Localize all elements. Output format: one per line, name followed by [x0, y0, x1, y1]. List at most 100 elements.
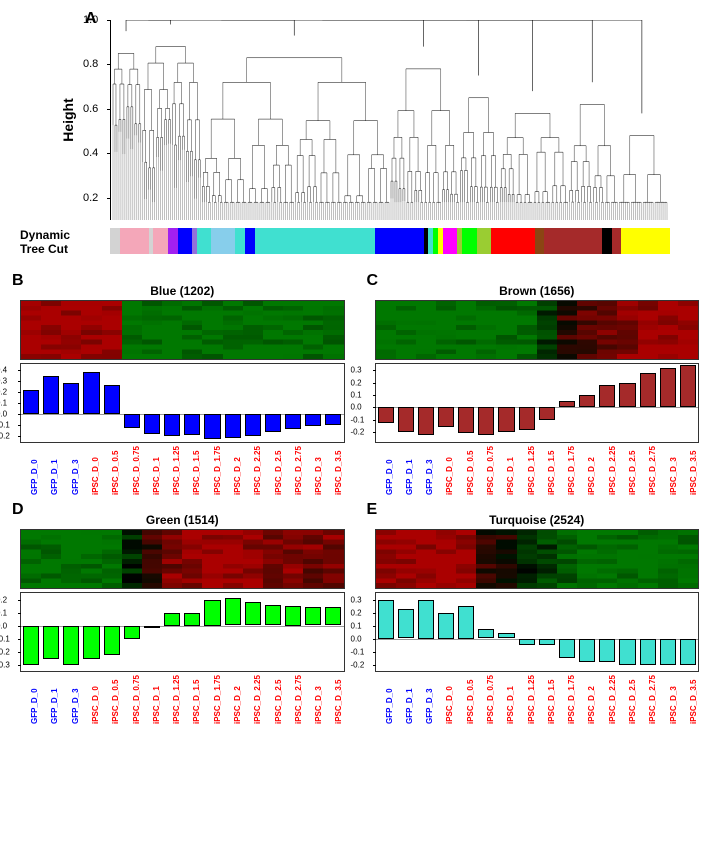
x-label: iPSC_D_3.5: [334, 451, 343, 495]
x-label: iPSC_D_1.5: [547, 680, 556, 724]
heatmap-col: [21, 530, 41, 588]
x-label: iPSC_D_1.25: [172, 675, 181, 724]
colorbar-segment: [491, 228, 534, 254]
x-label: GFP_D_3: [425, 688, 434, 724]
panel-label: E: [367, 501, 378, 519]
bar-y-tick: -0.2: [351, 428, 365, 437]
colorbar-segment: [602, 228, 612, 254]
bar: [104, 385, 120, 414]
colorbar-segment: [153, 228, 167, 254]
x-label: iPSC_D_1.75: [567, 675, 576, 724]
x-label: iPSC_D_1.75: [213, 446, 222, 495]
heatmap-col: [162, 301, 182, 359]
module-title: Brown (1656): [375, 284, 700, 298]
x-label: iPSC_D_3: [314, 686, 323, 724]
heatmap-col: [223, 530, 243, 588]
bar: [660, 639, 676, 665]
heatmap-col: [303, 530, 323, 588]
heatmap-col: [122, 301, 142, 359]
bar-chart: -0.3-0.2-0.10.00.10.2: [20, 592, 345, 672]
x-label: iPSC_D_3: [669, 686, 678, 724]
bar: [519, 407, 535, 429]
heatmap-col: [376, 530, 396, 588]
bar: [539, 407, 555, 419]
bar: [579, 639, 595, 662]
x-label: iPSC_D_3: [669, 457, 678, 495]
heatmap-col: [517, 530, 537, 588]
bar: [225, 414, 241, 437]
heatmap-col: [102, 530, 122, 588]
heatmap-col: [142, 530, 162, 588]
colorbar-segment: [211, 228, 235, 254]
bar: [398, 609, 414, 639]
bar: [398, 407, 414, 432]
colorbar-segment: [462, 228, 476, 254]
bar: [519, 639, 535, 646]
x-label: iPSC_D_2: [587, 686, 596, 724]
dendrogram-svg: [111, 20, 671, 220]
x-label: iPSC_D_2.25: [253, 446, 262, 495]
heatmap-col: [396, 301, 416, 359]
bar-y-tick: 0.0: [351, 634, 362, 643]
heatmap-col: [142, 301, 162, 359]
x-label: iPSC_D_1.75: [567, 446, 576, 495]
heatmap-col: [476, 301, 496, 359]
x-label: iPSC_D_0: [445, 457, 454, 495]
heatmap-col: [263, 301, 283, 359]
heatmap-col: [41, 301, 61, 359]
heatmap-col: [597, 301, 617, 359]
bar-y-tick: 0.4: [0, 365, 7, 374]
panel-label: B: [12, 272, 24, 290]
bar-y-tick: -0.3: [0, 660, 10, 669]
x-label: iPSC_D_3.5: [689, 680, 698, 724]
heatmap-col: [416, 530, 436, 588]
bar: [640, 373, 656, 408]
heatmap-col: [243, 301, 263, 359]
heatmap-col: [638, 301, 658, 359]
bar: [63, 383, 79, 414]
x-labels: GFP_D_0GFP_D_1GFP_D_3iPSC_D_0iPSC_D_0.5i…: [20, 672, 345, 727]
heatmap-col: [436, 530, 456, 588]
bar: [265, 414, 281, 432]
bar-y-tick: 0.2: [0, 387, 7, 396]
colorbar-segment: [621, 228, 669, 254]
x-label: GFP_D_3: [71, 459, 80, 495]
heatmap: [375, 529, 700, 589]
y-tick-label: 0.6: [83, 103, 98, 115]
bar: [325, 607, 341, 625]
bar-y-tick: 0.0: [0, 621, 7, 630]
bar-y-tick: -0.2: [351, 660, 365, 669]
heatmap-col: [456, 301, 476, 359]
x-labels: GFP_D_0GFP_D_1GFP_D_3iPSC_D_0iPSC_D_0.5i…: [375, 672, 700, 727]
bar: [438, 613, 454, 639]
x-label: iPSC_D_0.5: [111, 680, 120, 724]
heatmap-col: [61, 301, 81, 359]
bar-y-tick: -0.1: [0, 421, 10, 430]
bar-y-tick: 0.2: [351, 378, 362, 387]
colorbar-segment: [168, 228, 178, 254]
heatmap-col: [638, 530, 658, 588]
x-label: iPSC_D_2.5: [274, 680, 283, 724]
bar: [680, 365, 696, 407]
colorbar-segment: [120, 228, 149, 254]
bar: [305, 414, 321, 426]
heatmap-col: [202, 530, 222, 588]
x-label: iPSC_D_2.75: [648, 675, 657, 724]
x-label: iPSC_D_1: [152, 686, 161, 724]
heatmap-col: [496, 301, 516, 359]
heatmap-col: [396, 530, 416, 588]
heatmap: [20, 300, 345, 360]
tree-cut-colorbar: [110, 228, 670, 254]
heatmap-col: [456, 530, 476, 588]
heatmap-col: [577, 530, 597, 588]
bar: [83, 626, 99, 660]
x-label: iPSC_D_1: [152, 457, 161, 495]
bar: [418, 600, 434, 639]
module-panel-d: DGreen (1514)-0.3-0.2-0.10.00.10.2GFP_D_…: [20, 513, 345, 727]
bar: [245, 414, 261, 436]
module-panel-b: BBlue (1202)-0.2-0.10.00.10.20.30.4GFP_D…: [20, 284, 345, 498]
heatmap-col: [41, 530, 61, 588]
bar: [438, 407, 454, 427]
bar-chart: -0.2-0.10.00.10.20.30.4: [20, 363, 345, 443]
panel-a: A Height 0.20.40.60.81.0 DynamicTree Cut: [20, 20, 699, 254]
